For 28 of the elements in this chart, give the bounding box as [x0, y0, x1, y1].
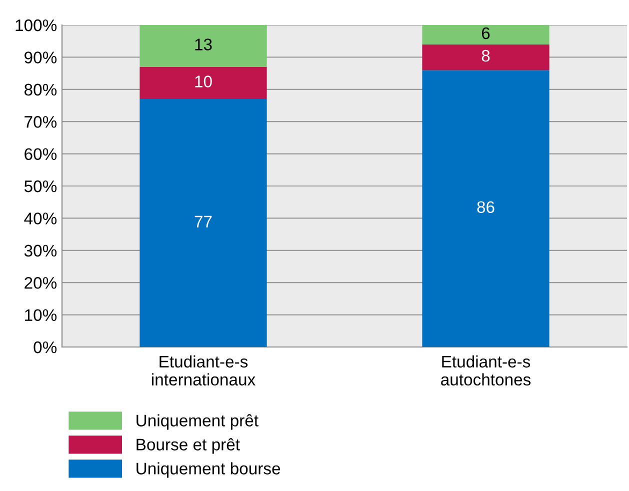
bar [422, 70, 550, 347]
bar [140, 25, 267, 67]
data-label: 8 [482, 50, 490, 62]
legend-label: Uniquement bourse [136, 462, 280, 478]
x-tick-label: Etudiant-e-s internationaux [152, 355, 256, 386]
y-tick-label: 100% [16, 19, 57, 32]
data-label: 6 [482, 27, 490, 40]
y-tick-label: 40% [24, 212, 57, 224]
y-tick-label: 70% [24, 116, 57, 128]
y-tick-label: 10% [25, 309, 57, 322]
bar [140, 66, 267, 100]
y-tick-label: 0% [34, 341, 57, 354]
bar [140, 99, 267, 347]
bar [422, 25, 550, 44]
y-tick-label: 50% [24, 180, 57, 192]
y-tick-label: 20% [24, 277, 57, 289]
data-label: 77 [194, 216, 212, 228]
y-tick-label: 90% [24, 52, 57, 64]
bar [422, 44, 550, 70]
y-tick-label: 60% [24, 148, 57, 160]
data-label: 13 [195, 38, 212, 50]
data-label: 86 [477, 201, 494, 214]
data-label: 10 [195, 76, 212, 88]
x-tick-label: Etudiant-e-s autochtones [441, 355, 531, 386]
legend-label: Bourse et prêt [136, 438, 240, 454]
y-tick-label: 80% [24, 84, 57, 96]
legend-label: Uniquement prêt [136, 414, 258, 430]
y-tick-label: 30% [24, 244, 57, 257]
